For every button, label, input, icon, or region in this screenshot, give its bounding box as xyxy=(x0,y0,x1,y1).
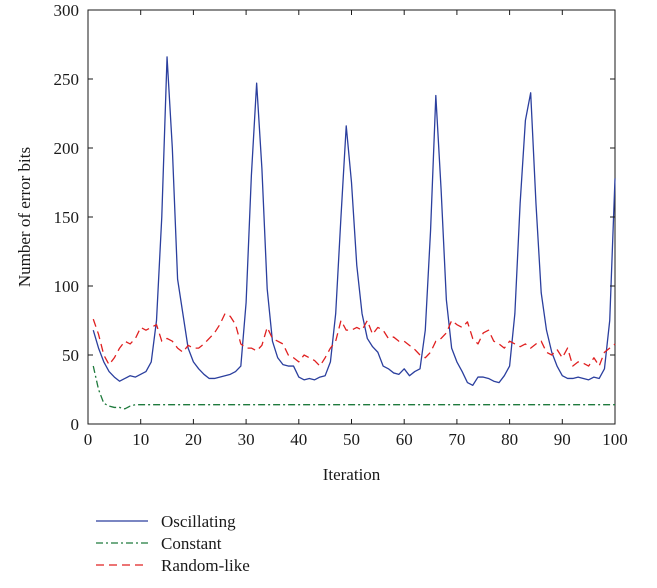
legend-label-random-like: Random-like xyxy=(161,556,250,575)
y-axis-title: Number of error bits xyxy=(15,147,34,287)
x-tick-label: 10 xyxy=(132,430,149,449)
x-tick-label: 0 xyxy=(84,430,93,449)
x-tick-label: 50 xyxy=(343,430,360,449)
y-tick-label: 50 xyxy=(62,346,79,365)
legend-label-constant: Constant xyxy=(161,534,222,553)
series-line-oscillating xyxy=(92,56,616,387)
y-tick-label: 100 xyxy=(54,277,80,296)
series-layer xyxy=(92,56,616,410)
x-tick-label: 60 xyxy=(396,430,413,449)
y-axis: 0 50 100 150 200 250 300 xyxy=(54,1,615,434)
y-tick-label: 250 xyxy=(54,70,80,89)
series-line-constant xyxy=(92,365,615,410)
x-axis-title: Iteration xyxy=(323,465,381,484)
y-tick-label: 200 xyxy=(54,139,80,158)
y-tick-label: 150 xyxy=(54,208,80,227)
x-tick-label: 80 xyxy=(501,430,518,449)
x-tick-label: 40 xyxy=(290,430,307,449)
legend: Oscillating Constant Random-like xyxy=(96,512,250,575)
y-tick-label: 0 xyxy=(71,415,80,434)
x-axis: 0 10 20 30 40 50 60 70 80 90 100 xyxy=(84,10,628,449)
x-tick-label: 70 xyxy=(448,430,465,449)
plot-area: 0 10 20 30 40 50 60 70 80 90 100 0 50 100 150 200 250 30… xyxy=(54,1,628,449)
x-tick-label: 100 xyxy=(602,430,628,449)
legend-label-oscillating: Oscillating xyxy=(161,512,236,531)
x-tick-label: 20 xyxy=(185,430,202,449)
series-line-random-like xyxy=(92,312,616,367)
x-tick-label: 90 xyxy=(554,430,571,449)
y-tick-label: 300 xyxy=(54,1,80,20)
x-tick-label: 30 xyxy=(238,430,255,449)
